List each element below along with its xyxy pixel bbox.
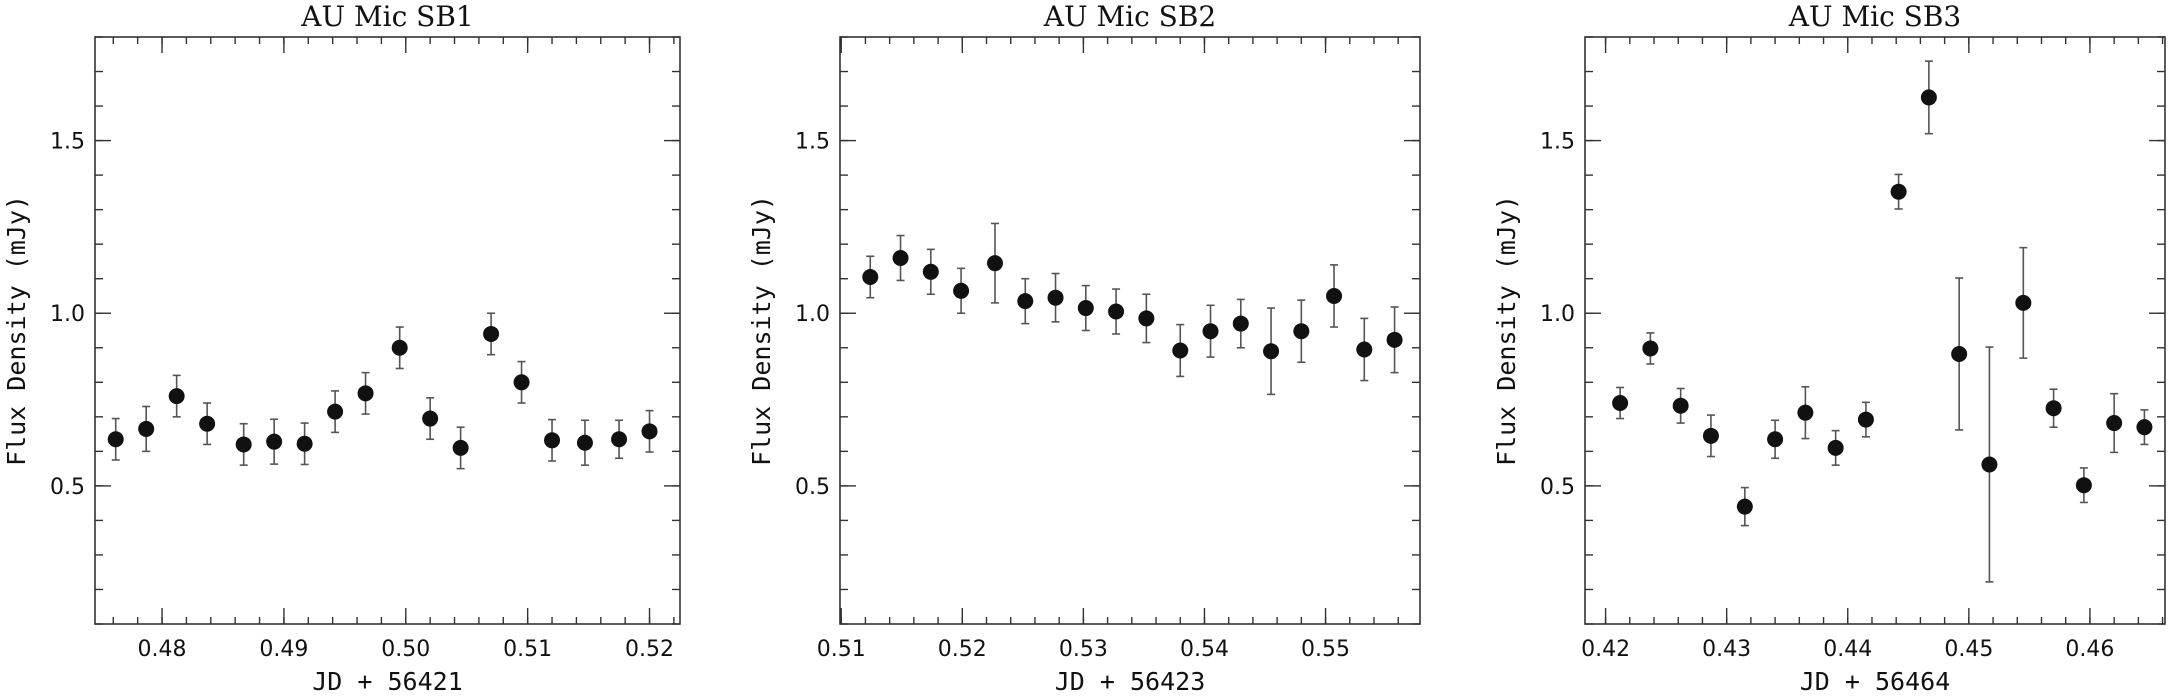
y-tick-label: 1.5 [50,130,85,155]
y-tick-label: 1.5 [795,130,830,155]
data-point [1736,498,1753,515]
data-point [107,431,124,448]
data-point [1981,456,1998,473]
data-point [422,410,439,427]
y-tick-label: 0.5 [50,475,85,500]
y-axis-label: Flux Density (mJy) [2,195,31,466]
x-tick-label: 0.42 [1581,637,1630,662]
x-tick-label: 0.45 [1944,637,1993,662]
data-point [391,339,408,356]
data-point [357,385,374,402]
data-point [1202,323,1219,340]
data-point [2136,419,2153,436]
data-point [168,388,185,405]
data-point [2106,415,2123,432]
data-point [1326,287,1343,304]
x-tick-label: 0.50 [381,637,430,662]
data-point [576,434,593,451]
data-point [483,325,500,342]
data-point [1767,431,1784,448]
data-point [2045,400,2062,417]
chart-panel-1: 0.48 0.49 0.50 0.51 0.52 0.5 1.0 1.5 AU Mic SB1 J… [2,0,681,696]
x-axis-label: JD + 56423 [1055,667,1206,696]
data-point [1951,345,1968,362]
data-point [1138,310,1155,327]
data-point [513,374,530,391]
data-point [1108,303,1125,320]
data-point [611,431,628,448]
y-axis-label: Flux Density (mJy) [1492,195,1521,466]
y-axis-label: Flux Density (mJy) [747,195,776,466]
chart-panel-2: 0.51 0.52 0.53 0.54 0.55 0.5 1.0 1.5 AU Mic SB2 J… [747,0,1421,696]
y-tick-label: 1.0 [1540,302,1575,327]
data-point [1702,427,1719,444]
data-point [953,282,970,299]
data-point [1797,404,1814,421]
data-point [138,420,155,437]
data-point [296,435,313,452]
data-point [1293,323,1310,340]
y-tick-label: 0.5 [795,475,830,500]
x-tick-label: 0.43 [1702,637,1751,662]
x-axis-label: JD + 56421 [312,667,463,696]
data-point [544,432,561,449]
data-point [641,423,658,440]
data-point [1920,89,1937,106]
x-axis-label: JD + 56464 [1800,667,1951,696]
data-point [2015,294,2032,311]
data-point [1077,300,1094,317]
data-point [1857,411,1874,428]
x-tick-label: 0.55 [1301,637,1350,662]
chart-panel-3: 0.42 0.43 0.44 0.45 0.46 0.5 1.0 1.5 AU Mic SB3 J… [1492,0,2166,696]
y-tick-label: 0.5 [1540,475,1575,500]
data-point [452,439,469,456]
data-point [1017,293,1034,310]
y-tick-label: 1.0 [50,302,85,327]
data-point [327,403,344,420]
plot-frame [94,36,681,625]
data-point [266,433,283,450]
x-tick-label: 0.52 [625,637,674,662]
data-point [1612,395,1629,412]
x-tick-label: 0.54 [1180,637,1229,662]
x-tick-label: 0.46 [2065,637,2114,662]
chart-title: AU Mic SB3 [1788,0,1962,33]
data-point [892,249,909,266]
data-point [862,268,879,285]
chart-title: AU Mic SB1 [300,0,474,33]
data-point [986,255,1003,272]
data-point [2075,477,2092,494]
data-point [1386,331,1403,348]
y-tick-label: 1.5 [1540,130,1575,155]
data-point [235,436,252,453]
y-tick-label: 1.0 [795,302,830,327]
x-tick-label: 0.48 [138,637,187,662]
data-point [1263,343,1280,360]
x-tick-label: 0.51 [503,637,552,662]
x-tick-label: 0.53 [1059,637,1108,662]
x-tick-label: 0.44 [1823,637,1872,662]
x-tick-label: 0.49 [259,637,308,662]
data-point [922,263,939,280]
x-tick-label: 0.51 [817,637,866,662]
data-point [1047,289,1064,306]
data-point [1642,340,1659,357]
data-point [1827,439,1844,456]
plot-frame [839,36,1421,625]
x-tick-label: 0.52 [938,637,987,662]
chart-title: AU Mic SB2 [1043,0,1217,33]
data-point [1172,342,1189,359]
data-point [1232,315,1249,332]
data-point [1672,397,1689,414]
data-point [199,415,216,432]
data-point [1356,341,1373,358]
data-point [1890,183,1907,200]
plot-frame [1584,36,2166,625]
